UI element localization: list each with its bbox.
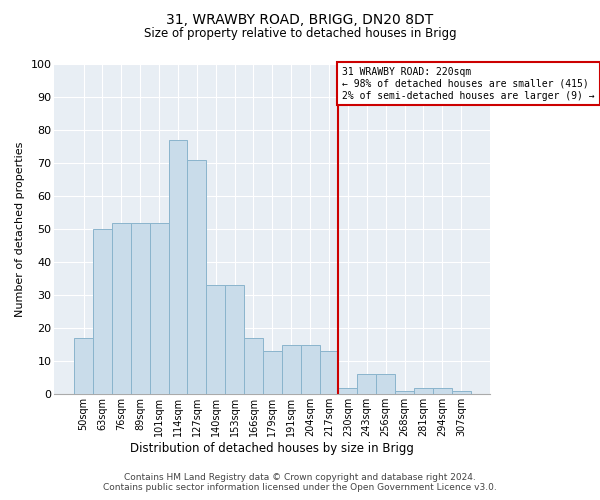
Bar [376, 374, 395, 394]
Bar [338, 388, 358, 394]
Bar [131, 222, 149, 394]
Bar [301, 344, 320, 395]
X-axis label: Distribution of detached houses by size in Brigg: Distribution of detached houses by size … [130, 442, 415, 455]
Bar [452, 391, 470, 394]
Bar [263, 352, 282, 395]
Bar [320, 352, 338, 395]
Bar [244, 338, 263, 394]
Bar [169, 140, 187, 394]
Y-axis label: Number of detached properties: Number of detached properties [15, 142, 25, 317]
Bar [225, 286, 244, 395]
Text: Contains HM Land Registry data © Crown copyright and database right 2024.
Contai: Contains HM Land Registry data © Crown c… [103, 473, 497, 492]
Bar [187, 160, 206, 394]
Text: Size of property relative to detached houses in Brigg: Size of property relative to detached ho… [143, 28, 457, 40]
Bar [282, 344, 301, 395]
Text: 31, WRAWBY ROAD, BRIGG, DN20 8DT: 31, WRAWBY ROAD, BRIGG, DN20 8DT [166, 12, 434, 26]
Bar [149, 222, 169, 394]
Bar [395, 391, 414, 394]
Bar [414, 388, 433, 394]
Bar [206, 286, 225, 395]
Text: 31 WRAWBY ROAD: 220sqm
← 98% of detached houses are smaller (415)
2% of semi-det: 31 WRAWBY ROAD: 220sqm ← 98% of detached… [342, 68, 595, 100]
Bar [112, 222, 131, 394]
Bar [358, 374, 376, 394]
Bar [433, 388, 452, 394]
Bar [74, 338, 93, 394]
Bar [93, 229, 112, 394]
